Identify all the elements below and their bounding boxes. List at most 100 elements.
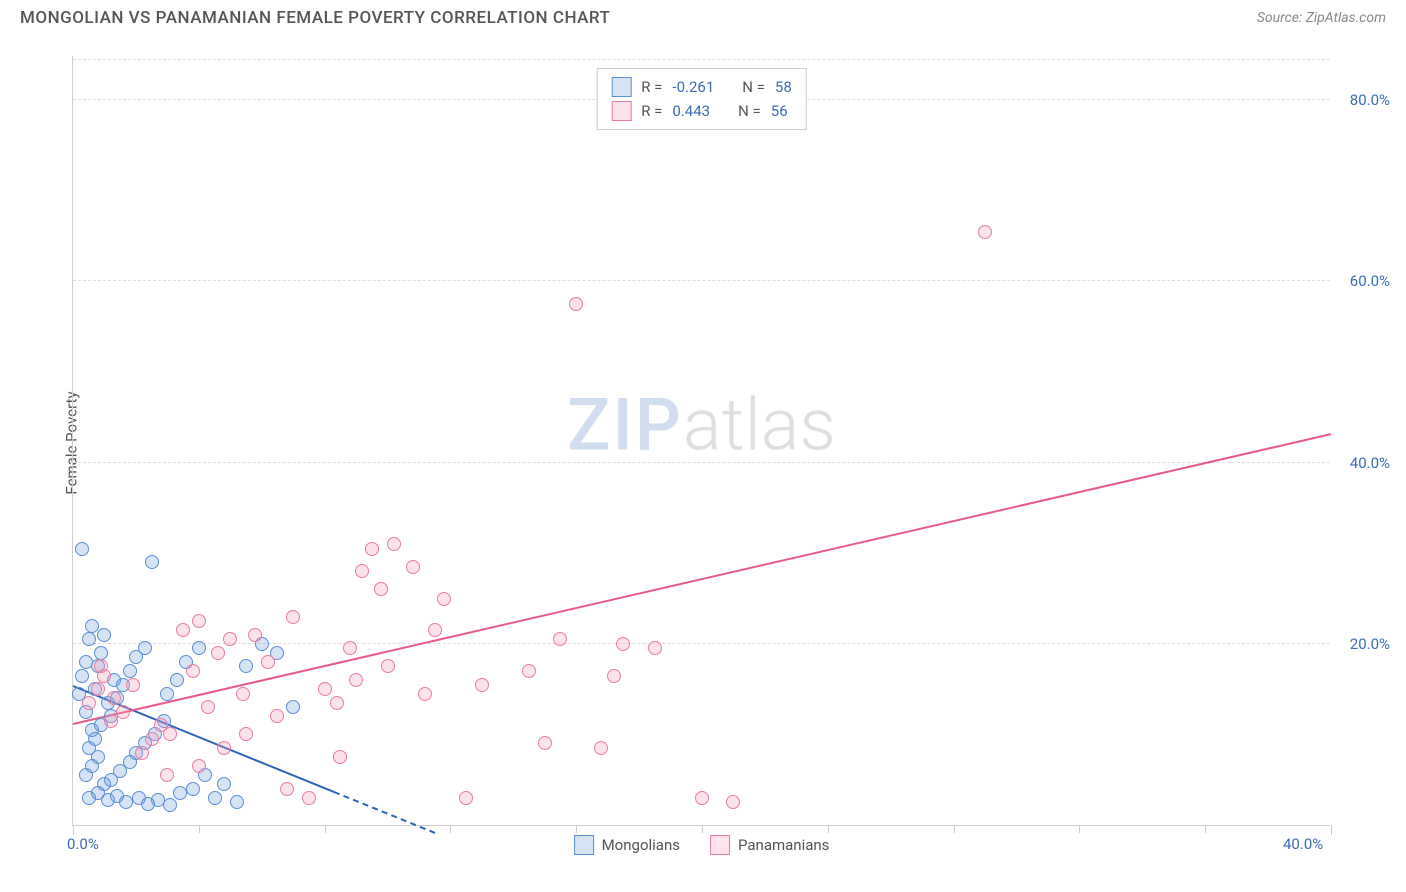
data-point <box>192 641 206 655</box>
data-point <box>726 795 740 809</box>
x-tick <box>576 825 577 833</box>
trendline <box>334 791 435 834</box>
data-point <box>475 678 489 692</box>
n-label: N = <box>742 78 765 96</box>
data-point <box>75 542 89 556</box>
x-tick-label: 0.0% <box>67 835 99 853</box>
x-tick <box>702 825 703 833</box>
legend-series: Mongolians Panamanians <box>574 835 830 855</box>
data-point <box>330 696 344 710</box>
legend-item-mongolians: Mongolians <box>574 835 680 855</box>
data-point <box>418 687 432 701</box>
data-point <box>343 641 357 655</box>
data-point <box>695 791 709 805</box>
x-tick <box>199 825 200 833</box>
x-tick <box>325 825 326 833</box>
legend-stats: R = -0.261 N = 58 R = 0.443 N = 56 <box>596 68 807 130</box>
watermark-atlas: atlas <box>683 383 836 468</box>
data-point <box>333 750 347 764</box>
data-point <box>91 750 105 764</box>
source-attribution: Source: ZipAtlas.com <box>1257 10 1386 26</box>
data-point <box>201 700 215 714</box>
y-tick-label: 60.0% <box>1350 272 1390 290</box>
data-point <box>82 696 96 710</box>
legend-row-panamanians: R = 0.443 N = 56 <box>611 99 792 123</box>
data-point <box>163 727 177 741</box>
data-point <box>126 678 140 692</box>
legend-label: Mongolians <box>602 836 680 854</box>
data-point <box>104 714 118 728</box>
data-point <box>569 297 583 311</box>
data-point <box>302 791 316 805</box>
n-value: 56 <box>771 102 788 120</box>
n-value: 58 <box>775 78 792 96</box>
swatch-panamanians <box>611 101 631 121</box>
x-tick <box>73 825 74 835</box>
data-point <box>236 687 250 701</box>
data-point <box>978 225 992 239</box>
x-tick <box>828 825 829 833</box>
data-point <box>116 705 130 719</box>
data-point <box>94 646 108 660</box>
data-point <box>318 682 332 696</box>
data-point <box>553 632 567 646</box>
r-value: 0.443 <box>672 102 710 120</box>
data-point <box>97 628 111 642</box>
r-value: -0.261 <box>672 78 714 96</box>
data-point <box>459 791 473 805</box>
trendline <box>73 434 1331 726</box>
data-point <box>280 782 294 796</box>
data-point <box>186 782 200 796</box>
data-point <box>428 623 442 637</box>
data-point <box>538 736 552 750</box>
data-point <box>230 795 244 809</box>
gridline <box>73 462 1330 463</box>
x-tick <box>450 825 451 833</box>
n-label: N = <box>738 102 761 120</box>
data-point <box>135 746 149 760</box>
plot-area: ZIPatlas R = -0.261 N = 58 R = 0.443 N =… <box>72 56 1330 826</box>
data-point <box>107 691 121 705</box>
data-point <box>286 610 300 624</box>
data-point <box>94 659 108 673</box>
data-point <box>594 741 608 755</box>
data-point <box>248 628 262 642</box>
data-point <box>349 673 363 687</box>
legend-row-mongolians: R = -0.261 N = 58 <box>611 75 792 99</box>
y-tick-label: 80.0% <box>1350 91 1390 109</box>
data-point <box>145 732 159 746</box>
data-point <box>170 673 184 687</box>
data-point <box>648 641 662 655</box>
x-tick <box>1331 825 1332 835</box>
data-point <box>145 555 159 569</box>
data-point <box>85 619 99 633</box>
correlation-chart: Female Poverty ZIPatlas R = -0.261 N = 5… <box>50 48 1350 838</box>
data-point <box>374 582 388 596</box>
data-point <box>88 732 102 746</box>
data-point <box>522 664 536 678</box>
data-point <box>208 791 222 805</box>
y-tick-label: 20.0% <box>1350 635 1390 653</box>
data-point <box>75 669 89 683</box>
header: MONGOLIAN VS PANAMANIAN FEMALE POVERTY C… <box>0 0 1406 32</box>
data-point <box>239 659 253 673</box>
data-point <box>192 759 206 773</box>
legend-label: Panamanians <box>738 836 829 854</box>
data-point <box>270 709 284 723</box>
data-point <box>381 659 395 673</box>
data-point <box>217 741 231 755</box>
gridline <box>73 59 1330 60</box>
data-point <box>406 560 420 574</box>
data-point <box>616 637 630 651</box>
watermark: ZIPatlas <box>567 383 836 468</box>
data-point <box>192 614 206 628</box>
data-point <box>387 537 401 551</box>
data-point <box>261 655 275 669</box>
data-point <box>437 592 451 606</box>
data-point <box>186 664 200 678</box>
watermark-zip: ZIP <box>567 383 683 468</box>
swatch-panamanians <box>710 835 730 855</box>
swatch-mongolians <box>611 77 631 97</box>
data-point <box>223 632 237 646</box>
data-point <box>160 687 174 701</box>
